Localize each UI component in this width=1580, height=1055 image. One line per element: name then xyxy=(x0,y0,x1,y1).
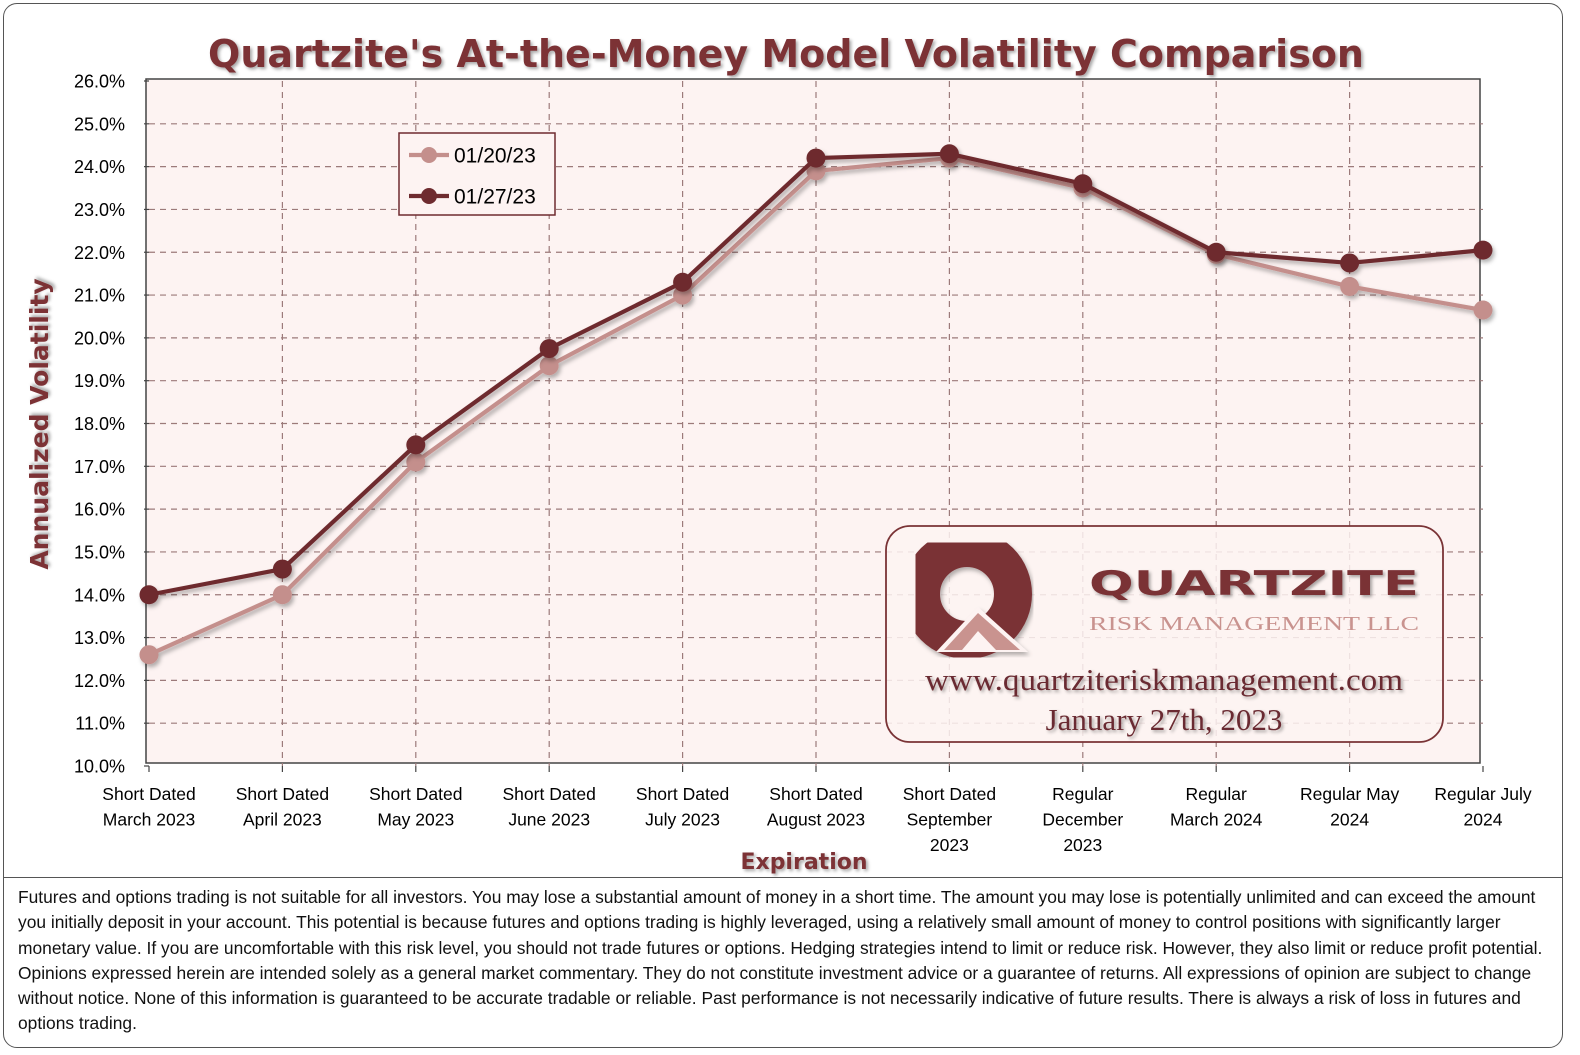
y-tick-label: 14.0% xyxy=(74,585,125,605)
y-tick-label: 16.0% xyxy=(74,500,125,520)
x-tick-label: Short Dated June 2023 xyxy=(503,784,596,830)
legend-label: 01/27/23 xyxy=(454,186,536,209)
logo-date: January 27th, 2023 xyxy=(1046,702,1283,737)
data-point xyxy=(406,452,426,472)
y-tick-label: 18.0% xyxy=(74,414,125,434)
data-point xyxy=(139,645,159,665)
data-point xyxy=(272,585,292,605)
y-tick-label: 21.0% xyxy=(74,286,125,306)
data-point xyxy=(673,272,693,292)
y-tick-label: 11.0% xyxy=(75,714,125,734)
watermark-logo: QUARTZITE RISK MANAGEMENT LLC www.quartz… xyxy=(885,525,1444,743)
chart-frame: Quartzite's At-the-Money Model Volatilit… xyxy=(3,3,1563,1048)
chart-title: Quartzite's At-the-Money Model Volatilit… xyxy=(208,32,1364,76)
y-axis-title: Annualized Volatility xyxy=(25,278,54,569)
x-tick-label: Short Dated March 2023 xyxy=(102,784,195,830)
chart-svg: Quartzite's At-the-Money Model Volatilit… xyxy=(25,32,1532,875)
x-tick-label: Regular May 2024 xyxy=(1300,784,1399,830)
x-tick-label: Short Dated September 2023 xyxy=(903,784,996,855)
y-tick-label: 19.0% xyxy=(74,371,125,391)
data-point xyxy=(1206,242,1226,262)
x-tick-label: Short Dated August 2023 xyxy=(767,784,865,830)
y-tick-label: 17.0% xyxy=(74,457,125,477)
y-tick-label: 22.0% xyxy=(74,243,125,263)
legend-entry: 01/20/23 xyxy=(409,145,536,168)
data-point xyxy=(1473,300,1493,320)
data-point xyxy=(539,356,559,376)
legend-entry: 01/27/23 xyxy=(409,186,536,209)
x-tick-label: Short Dated July 2023 xyxy=(636,784,729,830)
legend-label: 01/20/23 xyxy=(454,145,536,168)
x-axis-ticks: Short Dated March 2023 Short Dated April 20… xyxy=(102,766,1532,855)
legend-marker xyxy=(421,188,437,204)
y-tick-label: 15.0% xyxy=(74,542,125,562)
data-point xyxy=(806,148,826,168)
data-point xyxy=(1340,253,1360,273)
data-point xyxy=(1073,174,1093,194)
disclaimer-text: Futures and options trading is not suita… xyxy=(4,877,1562,1047)
x-tick-label: Short Dated May 2023 xyxy=(369,784,462,830)
y-tick-label: 26.0% xyxy=(74,72,125,92)
x-tick-label: Regular March 2024 xyxy=(1170,784,1263,830)
x-axis-title: Expiration xyxy=(740,850,867,875)
data-point xyxy=(139,585,159,605)
series-2 xyxy=(139,144,1493,605)
data-point xyxy=(406,435,426,455)
y-tick-label: 25.0% xyxy=(74,114,125,134)
y-tick-label: 12.0% xyxy=(74,671,125,691)
data-point xyxy=(939,144,959,164)
data-point xyxy=(272,559,292,579)
legend-marker xyxy=(421,147,437,163)
legend: 01/20/23 01/27/23 xyxy=(398,132,556,216)
data-point xyxy=(1473,240,1493,260)
quartzite-mark-icon xyxy=(902,529,1032,659)
logo-subtitle: RISK MANAGEMENT LLC xyxy=(1089,613,1419,635)
x-tick-label: Regular July 2024 xyxy=(1434,784,1532,830)
y-tick-label: 20.0% xyxy=(74,328,125,348)
series-layer xyxy=(139,144,1493,665)
y-tick-label: 24.0% xyxy=(74,157,125,177)
x-tick-label: Short Dated April 2023 xyxy=(236,784,329,830)
y-tick-label: 10.0% xyxy=(74,757,125,777)
logo-name: QUARTZITE xyxy=(1089,564,1419,604)
data-point xyxy=(1340,277,1360,296)
y-tick-label: 13.0% xyxy=(74,628,125,648)
y-axis-ticks: 10.0% 11.0% 12.0% 13.0% 14.0% 15.0% 16.0% 17.0%… xyxy=(74,72,149,777)
data-point xyxy=(539,339,559,359)
x-tick-label: Regular December 2023 xyxy=(1042,784,1123,855)
logo-url: www.quartziteriskmanagement.com xyxy=(925,662,1403,697)
y-tick-label: 23.0% xyxy=(74,200,125,220)
